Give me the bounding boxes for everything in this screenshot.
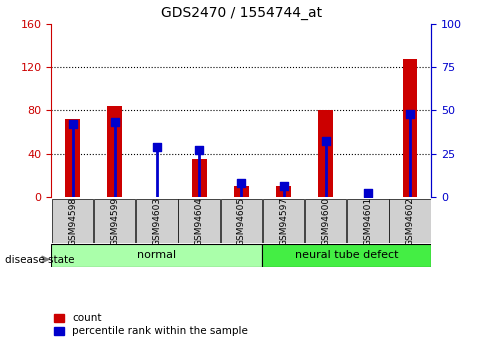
Point bbox=[111, 120, 119, 125]
Legend: count, percentile rank within the sample: count, percentile rank within the sample bbox=[54, 313, 248, 336]
Text: disease state: disease state bbox=[5, 256, 74, 265]
Text: GSM94604: GSM94604 bbox=[195, 197, 204, 246]
Bar bbox=[234, 186, 249, 197]
Bar bbox=[192, 159, 206, 197]
FancyBboxPatch shape bbox=[178, 199, 220, 243]
Bar bbox=[276, 186, 291, 197]
Point bbox=[280, 184, 288, 189]
Text: GSM94600: GSM94600 bbox=[321, 197, 330, 246]
FancyBboxPatch shape bbox=[220, 199, 262, 243]
Text: GSM94597: GSM94597 bbox=[279, 197, 288, 246]
Bar bbox=[65, 119, 80, 197]
Point bbox=[238, 180, 245, 186]
Point bbox=[153, 144, 161, 149]
Point bbox=[364, 190, 372, 196]
Point bbox=[69, 121, 76, 127]
Text: neural tube defect: neural tube defect bbox=[295, 250, 398, 260]
FancyBboxPatch shape bbox=[305, 199, 346, 243]
FancyBboxPatch shape bbox=[136, 199, 177, 243]
Point bbox=[195, 147, 203, 153]
Point bbox=[406, 111, 414, 117]
Text: GSM94605: GSM94605 bbox=[237, 197, 246, 246]
Bar bbox=[318, 110, 333, 197]
Text: GSM94599: GSM94599 bbox=[110, 197, 119, 246]
FancyBboxPatch shape bbox=[263, 244, 431, 267]
Bar bbox=[107, 106, 122, 197]
Text: GSM94601: GSM94601 bbox=[364, 197, 372, 246]
FancyBboxPatch shape bbox=[263, 199, 304, 243]
Title: GDS2470 / 1554744_at: GDS2470 / 1554744_at bbox=[161, 6, 322, 20]
FancyBboxPatch shape bbox=[94, 199, 135, 243]
Text: GSM94602: GSM94602 bbox=[406, 197, 415, 246]
Point bbox=[322, 139, 330, 144]
Text: GSM94603: GSM94603 bbox=[152, 197, 161, 246]
FancyBboxPatch shape bbox=[347, 199, 389, 243]
FancyBboxPatch shape bbox=[390, 199, 431, 243]
Bar bbox=[403, 59, 417, 197]
Text: GSM94598: GSM94598 bbox=[68, 197, 77, 246]
FancyBboxPatch shape bbox=[51, 244, 263, 267]
FancyBboxPatch shape bbox=[52, 199, 93, 243]
Text: normal: normal bbox=[137, 250, 176, 260]
